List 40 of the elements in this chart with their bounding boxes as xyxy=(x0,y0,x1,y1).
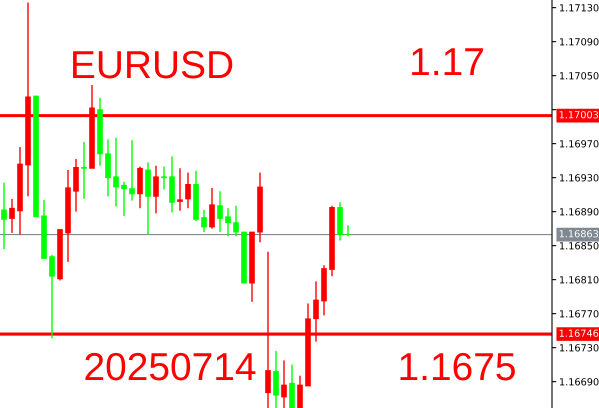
annotation: 1.17 xyxy=(412,48,483,76)
candlestick xyxy=(1,182,7,250)
candlestick xyxy=(153,165,159,214)
candlestick xyxy=(73,158,79,212)
candlestick xyxy=(281,360,287,408)
annotation: 1.1675 xyxy=(400,352,515,380)
candlestick xyxy=(225,208,231,237)
y-tick-label: 1.16770 xyxy=(560,310,599,318)
candlestick xyxy=(105,138,111,198)
candlestick xyxy=(9,198,15,234)
candlestick xyxy=(273,350,279,408)
y-tick-label: 1.17130 xyxy=(560,4,599,12)
annotation: EURUSD xyxy=(73,50,232,78)
y-tick-label: 1.16890 xyxy=(560,208,599,216)
candlestick xyxy=(121,181,127,217)
y-tick-label: 1.17090 xyxy=(560,38,599,46)
candlestick xyxy=(233,205,239,237)
candlestick xyxy=(49,254,55,339)
candlestick xyxy=(297,375,303,408)
y-tick-label: 1.16730 xyxy=(560,344,599,352)
y-tick-label: 1.17050 xyxy=(560,72,599,80)
y-tick-label: 1.16690 xyxy=(560,378,599,386)
y-tick-label: 1.16970 xyxy=(560,140,599,148)
candlestick xyxy=(177,168,183,212)
candlestick xyxy=(113,137,119,208)
ref-line-label: 1.16746 xyxy=(560,330,598,337)
annotation: 20250714 xyxy=(85,352,256,380)
candlestick xyxy=(161,166,167,190)
candlestick xyxy=(201,209,207,233)
candlestick xyxy=(129,140,135,202)
candlestick xyxy=(81,141,87,200)
candlestick xyxy=(185,172,191,209)
y-tick-label: 1.16930 xyxy=(560,174,599,182)
candlestick xyxy=(345,224,351,237)
y-tick-label: 1.16850 xyxy=(560,242,599,250)
candlestick xyxy=(217,190,223,233)
y-tick-label: 1.16810 xyxy=(560,276,599,284)
candlestick xyxy=(209,187,215,230)
ref-line-label: 1.16863 xyxy=(560,230,598,238)
ref-line-label: 1.17003 xyxy=(560,111,598,118)
